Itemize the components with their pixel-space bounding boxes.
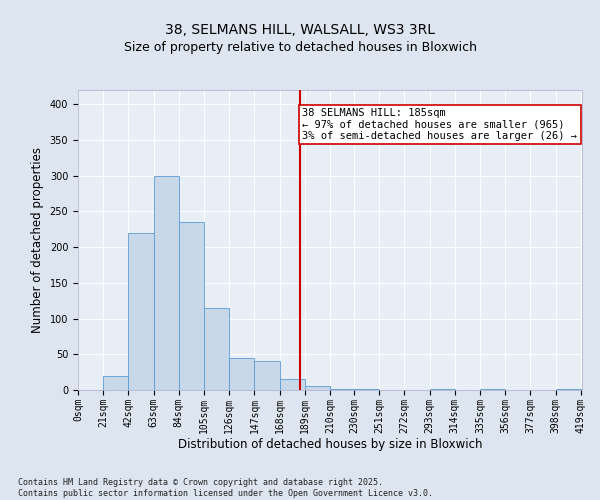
- Bar: [556, 388, 581, 390]
- Bar: [254, 362, 280, 390]
- Bar: [305, 386, 330, 390]
- Text: Size of property relative to detached houses in Bloxwich: Size of property relative to detached ho…: [124, 41, 476, 54]
- Text: 38, SELMANS HILL, WALSALL, WS3 3RL: 38, SELMANS HILL, WALSALL, WS3 3RL: [165, 22, 435, 36]
- Bar: [204, 308, 229, 390]
- Y-axis label: Number of detached properties: Number of detached properties: [31, 147, 44, 333]
- Bar: [128, 233, 154, 390]
- Bar: [179, 222, 204, 390]
- Bar: [229, 358, 254, 390]
- Text: Contains HM Land Registry data © Crown copyright and database right 2025.
Contai: Contains HM Land Registry data © Crown c…: [18, 478, 433, 498]
- Bar: [430, 388, 455, 390]
- Bar: [280, 380, 305, 390]
- Bar: [330, 388, 355, 390]
- Text: 38 SELMANS HILL: 185sqm
← 97% of detached houses are smaller (965)
3% of semi-de: 38 SELMANS HILL: 185sqm ← 97% of detache…: [302, 108, 577, 141]
- Bar: [154, 176, 179, 390]
- Bar: [480, 388, 505, 390]
- Bar: [354, 388, 379, 390]
- X-axis label: Distribution of detached houses by size in Bloxwich: Distribution of detached houses by size …: [178, 438, 482, 452]
- Bar: [103, 376, 128, 390]
